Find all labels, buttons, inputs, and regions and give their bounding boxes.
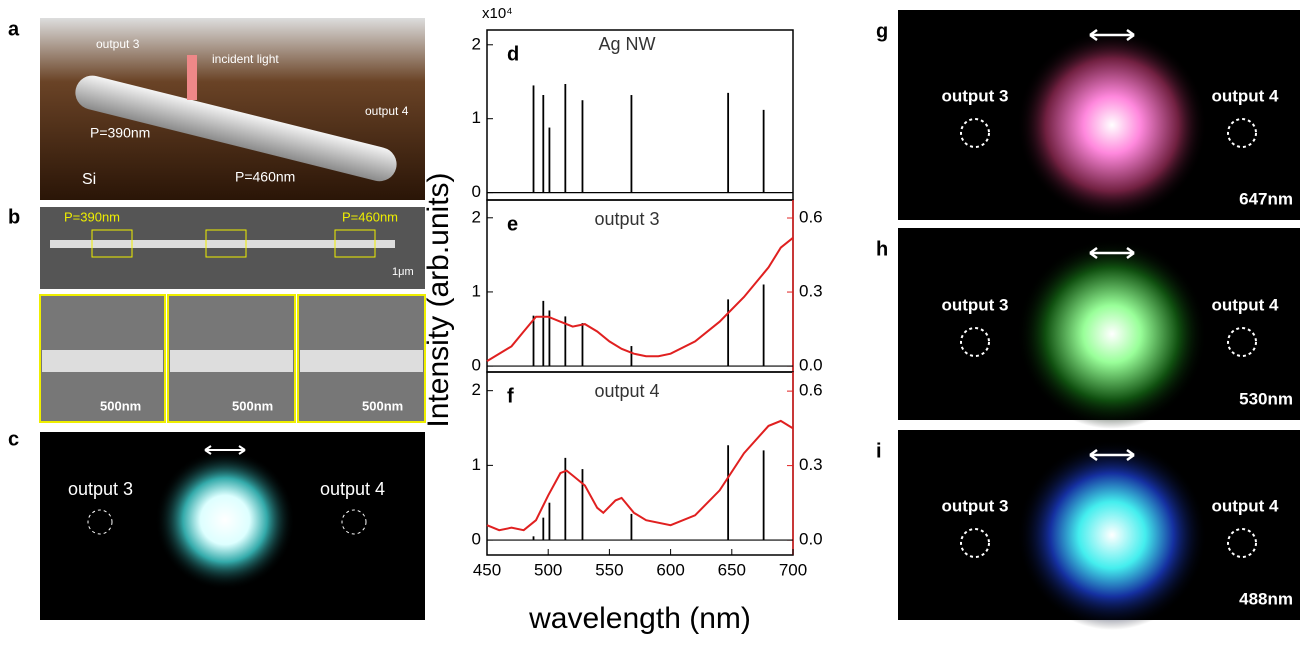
chart-title: output 4 [594, 381, 659, 401]
y-tick-label: 2 [472, 207, 481, 226]
chart-title: output 3 [594, 209, 659, 229]
panel-label: a [8, 18, 20, 40]
chart-title: Ag NW [598, 34, 655, 54]
spot [155, 450, 295, 590]
label: output 3 [941, 86, 1008, 105]
panel-label: c [8, 428, 19, 450]
polarization [1089, 246, 1135, 260]
marker [87, 509, 113, 535]
wire-zoom [170, 350, 293, 372]
label: P=390nm [90, 125, 150, 141]
y-tick-label: 0 [472, 182, 481, 201]
scale-bar: 500nm [100, 398, 141, 413]
panel-label: i [876, 440, 882, 462]
y2-tick-label: 0.3 [799, 455, 823, 474]
nanowire [75, 75, 397, 182]
right-panels: output 3 output 4 647nm g output 3 output 4 53… [876, 10, 1300, 630]
polarization [204, 445, 246, 455]
multiplier: x10⁴ [482, 5, 513, 22]
x-tick-label: 450 [473, 560, 501, 579]
y2-tick-label: 0.0 [799, 356, 823, 375]
label: output 4 [320, 479, 385, 499]
panel-c: output 3 output 4 c [8, 428, 425, 620]
panel-label: f [507, 385, 514, 407]
scale-bar: 1μm [392, 266, 414, 278]
wavelength: 530nm [1239, 389, 1293, 408]
y2-tick-label: 0.0 [799, 530, 823, 549]
marker [960, 118, 990, 148]
spot [1017, 239, 1207, 429]
label: output 4 [1211, 295, 1279, 314]
x-tick-label: 650 [718, 560, 746, 579]
y-tick-label: 2 [472, 34, 481, 53]
polarization [1089, 448, 1135, 462]
panel-a: a output 3 incident light output 4 P=390… [8, 18, 425, 200]
label: Si [82, 171, 96, 188]
incident-arrow [187, 55, 197, 100]
y-tick-label: 2 [472, 380, 481, 399]
panel-label: b [8, 206, 20, 228]
y-tick-label: 1 [472, 455, 481, 474]
y-tick-label: 1 [472, 108, 481, 127]
panel-label: g [876, 20, 888, 42]
wavelength: 488nm [1239, 589, 1293, 608]
marker [960, 327, 990, 357]
marker [1227, 118, 1257, 148]
label: output 4 [1211, 496, 1279, 515]
y2-tick-label: 0.6 [799, 381, 823, 400]
label: P=390nm [64, 209, 120, 224]
x-tick-label: 600 [656, 560, 684, 579]
label: output 4 [365, 104, 409, 118]
x-tick-label: 700 [779, 560, 807, 579]
panel-b: P=390nm P=460nm 1μm 500nm 500nm 500nm b [8, 206, 426, 423]
curve [486, 237, 794, 362]
label: output 3 [941, 295, 1008, 314]
box [334, 229, 376, 258]
label: P=460nm [235, 169, 295, 185]
label: output 3 [941, 496, 1008, 515]
panel-label: h [876, 238, 888, 260]
label: incident light [212, 52, 279, 66]
y-axis-label: Intensity (arb.units) [422, 172, 455, 427]
label: P=460nm [342, 209, 398, 224]
marker [1227, 327, 1257, 357]
box [205, 229, 247, 258]
label: output 4 [1211, 86, 1279, 105]
marker [960, 528, 990, 558]
panel-label: e [507, 213, 518, 235]
x-tick-label: 550 [595, 560, 623, 579]
x-axis-label: wavelength (nm) [528, 602, 751, 635]
y-tick-label: 0 [472, 530, 481, 549]
wavelength: 647nm [1239, 189, 1293, 208]
y2-tick-label: 0.3 [799, 282, 823, 301]
label: output 3 [96, 37, 140, 51]
spot [1017, 30, 1207, 220]
x-tick-label: 500 [534, 560, 562, 579]
y-tick-label: 0 [472, 356, 481, 375]
y2-tick-label: 0.6 [799, 207, 823, 226]
panel-label: d [507, 43, 519, 65]
scale-bar: 500nm [362, 398, 403, 413]
box [91, 229, 133, 258]
wire-sem [50, 240, 395, 248]
scale-bar: 500nm [232, 398, 273, 413]
marker [1227, 528, 1257, 558]
label: output 3 [68, 479, 133, 499]
wire-zoom [300, 350, 423, 372]
wire-zoom [42, 350, 163, 372]
marker [341, 509, 367, 535]
spot [1017, 440, 1207, 630]
polarization [1089, 28, 1135, 42]
y-tick-label: 1 [472, 281, 481, 300]
curve [486, 419, 794, 532]
